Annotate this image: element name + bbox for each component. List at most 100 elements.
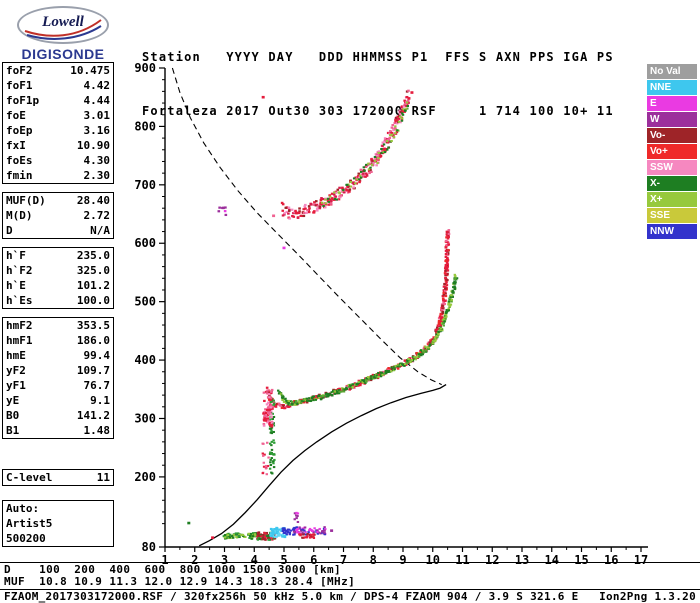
param-value: 235.0 [76,249,110,262]
file-info-bar: FZAOM_2017303172000.RSF / 320fx256h 50 k… [0,589,700,603]
param-label: 500200 [6,532,46,545]
param-label: fxI [6,139,26,152]
param-row-foes: foEs 4.30 [3,153,113,168]
param-label: foE [6,109,26,122]
param-row-c-level: C-level 11 [3,470,113,485]
param-group-2: h`F 235.0 h`F2 325.0 h`E 101.2 h`Es 100.0 [2,247,114,309]
legend-item-e: E [647,96,697,111]
param-group-5: Auto: Artist5 500200 [2,500,114,547]
logo-oval: Lowell [17,6,109,44]
logo-brand-text: Lowell [42,14,84,30]
param-label: hmF1 [6,334,33,347]
legend-item-nne: NNE [647,80,697,95]
param-row-fof1p: foF1p 4.44 [3,93,113,108]
svg-text:400: 400 [134,353,156,367]
param-group-1: MUF(D) 28.40 M(D) 2.72 D N/A [2,192,114,239]
param-value: 10.475 [70,64,110,77]
param-label: hmF2 [6,319,33,332]
param-label: foEs [6,154,33,167]
param-label: yE [6,394,20,407]
param-row-auto: Auto: [3,501,113,516]
svg-text:700: 700 [134,178,156,192]
param-value: 101.2 [76,279,110,292]
file-info-text: FZAOM_2017303172000.RSF / 320fx256h 50 k… [4,590,579,603]
curve-true-height-profile [198,384,447,547]
param-row-h-e: h`E 101.2 [3,278,113,293]
doppler-legend: No Val NNE E W Vo- Vo+ SSW X- X+ SSE NNW [647,64,697,240]
param-row-fof2: foF2 10.475 [3,63,113,78]
logo-product-text: DIGISONDE [21,46,105,62]
svg-text:500: 500 [134,295,156,309]
distance-row: D 100 200 400 600 800 1000 1500 3000 [km… [4,563,342,576]
svg-text:200: 200 [134,470,156,484]
param-label: yF2 [6,364,26,377]
param-row-artist5: Artist5 [3,516,113,531]
param-value: 325.0 [76,264,110,277]
param-row-fmin: fmin 2.30 [3,168,113,183]
station-header: Station YYYY DAY DDD HHMMSS P1 FFS S AXN… [142,12,614,138]
svg-text:600: 600 [134,236,156,250]
param-value: 4.30 [83,154,111,167]
param-label: foF2 [6,64,33,77]
legend-item-vo: Vo- [647,128,697,143]
param-row-foe: foE 3.01 [3,108,113,123]
param-row-d: D N/A [3,223,113,238]
param-value: 186.0 [76,334,110,347]
param-value: 4.42 [83,79,111,92]
param-value: 141.2 [76,409,110,422]
param-label: h`F [6,249,26,262]
param-row-h-es: h`Es 100.0 [3,293,113,308]
param-value: 28.40 [76,194,110,207]
svg-text:80: 80 [142,540,156,554]
param-row-foep: foEp 3.16 [3,123,113,138]
muf-distance-table: D 100 200 400 600 800 1000 1500 3000 [km… [0,562,700,588]
param-label: yF1 [6,379,26,392]
param-label: B0 [6,409,20,422]
param-value: N/A [90,224,110,237]
param-row-m-d: M(D) 2.72 [3,208,113,223]
legend-item-w: W [647,112,697,127]
param-label: Artist5 [6,517,53,530]
station-header-values: Fortaleza 2017 Out30 303 172000 RSF 1 71… [142,104,614,118]
legend-item-no-val: No Val [647,64,697,79]
param-label: M(D) [6,209,33,222]
legend-item-x: X- [647,176,697,191]
param-label: foEp [6,124,33,137]
param-row-hmf1: hmF1 186.0 [3,333,113,348]
muf-row: MUF 10.8 10.9 11.3 12.0 12.9 14.3 18.3 2… [4,575,356,588]
param-row-yf2: yF2 109.7 [3,363,113,378]
param-value: 11 [96,471,110,484]
param-value: 4.44 [83,94,111,107]
param-row-muf-d: MUF(D) 28.40 [3,193,113,208]
param-label: h`F2 [6,264,33,277]
param-row-b1: B1 1.48 [3,423,113,438]
param-value: 99.4 [83,349,111,362]
param-value: 9.1 [90,394,110,407]
param-label: D [6,224,13,237]
param-label: foF1 [6,79,33,92]
param-label: fmin [6,169,33,182]
param-value: 3.16 [83,124,111,137]
param-row-hmf2: hmF2 353.5 [3,318,113,333]
digisonde-logo: Lowell DIGISONDE [8,6,118,62]
param-value: 109.7 [76,364,110,377]
param-row-500200: 500200 [3,531,113,546]
svg-text:300: 300 [134,411,156,425]
renderer-version: Ion2Png 1.3.20 [599,590,696,603]
param-value: 76.7 [83,379,111,392]
legend-item-sse: SSE [647,208,697,223]
param-value: 10.90 [76,139,110,152]
param-value: 353.5 [76,319,110,332]
param-group-4: C-level 11 [2,469,114,486]
param-group-0: foF2 10.475 foF1 4.42 foF1p 4.44 foE 3.01 foEp 3.… [2,62,114,184]
param-group-3: hmF2 353.5 hmF1 186.0 hmE 99.4 yF2 109.7 yF1 76.7… [2,317,114,439]
param-value: 100.0 [76,294,110,307]
param-row-yf1: yF1 76.7 [3,378,113,393]
param-value: 2.30 [83,169,111,182]
legend-item-nnw: NNW [647,224,697,239]
footer: D 100 200 400 600 800 1000 1500 3000 [km… [0,562,700,603]
param-panel: foF2 10.475 foF1 4.42 foF1p 4.44 foE 3.01 foEp 3.… [2,62,114,547]
param-value: 3.01 [83,109,111,122]
param-row-ye: yE 9.1 [3,393,113,408]
param-row-hme: hmE 99.4 [3,348,113,363]
